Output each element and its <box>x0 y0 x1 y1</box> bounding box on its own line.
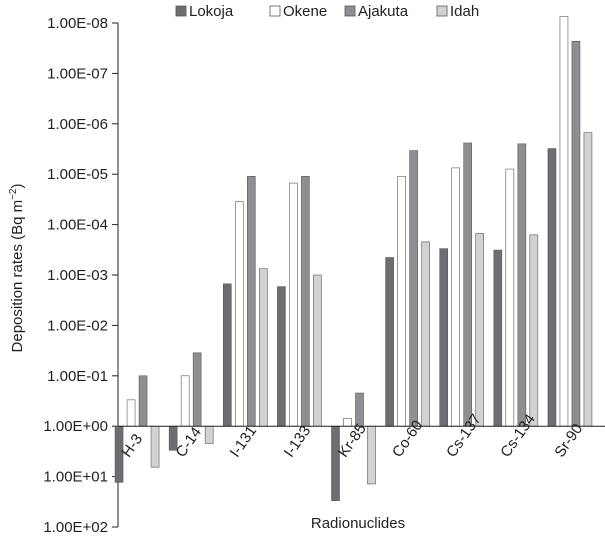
bar-lokoja-sr-90 <box>547 148 557 427</box>
legend-swatch-ajakuta <box>344 5 356 17</box>
y-tick-label: 1.00E+02 <box>43 519 108 536</box>
y-tick-label: 1.00E-03 <box>47 267 108 284</box>
bar-idah-h-3 <box>150 425 160 468</box>
bar-okene-c-14 <box>180 375 190 427</box>
bar-ajakuta-c-14 <box>192 352 202 427</box>
y-tick-label: 1.00E-07 <box>47 65 108 82</box>
legend-label-lokoja: Lokoja <box>189 3 234 20</box>
bar-ajakuta-kr-85 <box>355 392 364 427</box>
bar-okene-sr-90 <box>559 16 569 427</box>
bar-lokoja-i-133 <box>277 286 286 427</box>
legend-swatch-lokoja <box>175 5 187 17</box>
bars <box>114 16 593 501</box>
bar-lokoja-kr-85 <box>331 425 340 501</box>
y-tick-label: 1.00E-06 <box>47 116 108 133</box>
category-label-i-131: I-131 <box>227 423 261 461</box>
legend-label-ajakuta: Ajakuta <box>358 3 409 20</box>
bar-ajakuta-sr-90 <box>571 40 581 427</box>
bar-lokoja-co-60 <box>385 257 394 427</box>
y-axis-label-close: ) <box>9 184 26 189</box>
bar-idah-c-14 <box>204 425 214 444</box>
x-axis-label: Radionuclides <box>311 515 405 532</box>
y-tick-label: 1.00E-04 <box>47 217 108 234</box>
legend-swatch-idah <box>436 5 448 17</box>
bar-okene-h-3 <box>126 399 136 427</box>
y-axis-label-text: Deposition rates (Bq m <box>9 200 26 353</box>
y-tick-label: 1.00E-08 <box>47 15 108 32</box>
bar-idah-co-60 <box>421 241 430 427</box>
legend-swatch-okene <box>269 5 281 17</box>
bar-okene-cs-137 <box>451 167 461 427</box>
bar-idah-cs-134 <box>529 234 539 427</box>
bar-okene-cs-134 <box>505 168 515 427</box>
y-tick-label: 1.00E-01 <box>47 368 108 385</box>
bar-idah-i-133 <box>313 274 322 427</box>
legend-label-okene: Okene <box>283 3 327 20</box>
bar-idah-i-131 <box>258 268 268 427</box>
bar-lokoja-cs-134 <box>493 249 503 427</box>
bar-okene-co-60 <box>397 175 406 427</box>
y-tick-label: 1.00E-05 <box>47 166 108 183</box>
bar-ajakuta-h-3 <box>138 375 148 427</box>
y-axis-label: Deposition rates (Bq m−2) <box>8 184 26 353</box>
y-tick-label: 1.00E+00 <box>43 418 108 435</box>
bar-okene-i-133 <box>289 182 298 427</box>
bar-ajakuta-cs-134 <box>517 143 527 427</box>
bar-idah-sr-90 <box>583 132 593 427</box>
bar-ajakuta-i-131 <box>246 175 256 427</box>
legend: Lokoja Okene Ajakuta Idah <box>175 3 479 20</box>
bar-ajakuta-co-60 <box>409 150 418 427</box>
bar-okene-i-131 <box>234 201 244 427</box>
bar-idah-cs-137 <box>475 233 485 427</box>
y-tick-label: 1.00E-02 <box>47 317 108 334</box>
y-axis: 1.00E-08 1.00E-07 1.00E-06 1.00E-05 1.00E-04… <box>43 15 119 536</box>
bar-idah-kr-85 <box>367 425 376 485</box>
category-label-i-133: I-133 <box>281 423 315 461</box>
bar-ajakuta-i-133 <box>301 175 310 427</box>
category-label-co-60: Co-60 <box>389 417 426 460</box>
bar-ajakuta-cs-137 <box>463 142 473 427</box>
bar-lokoja-cs-137 <box>439 248 449 427</box>
y-tick-label: 1.00E+01 <box>43 469 108 486</box>
bar-lokoja-i-131 <box>222 283 232 427</box>
y-axis-label-superscript: −2 <box>8 188 19 200</box>
bar-okene-kr-85 <box>343 418 352 427</box>
legend-label-idah: Idah <box>450 3 479 20</box>
